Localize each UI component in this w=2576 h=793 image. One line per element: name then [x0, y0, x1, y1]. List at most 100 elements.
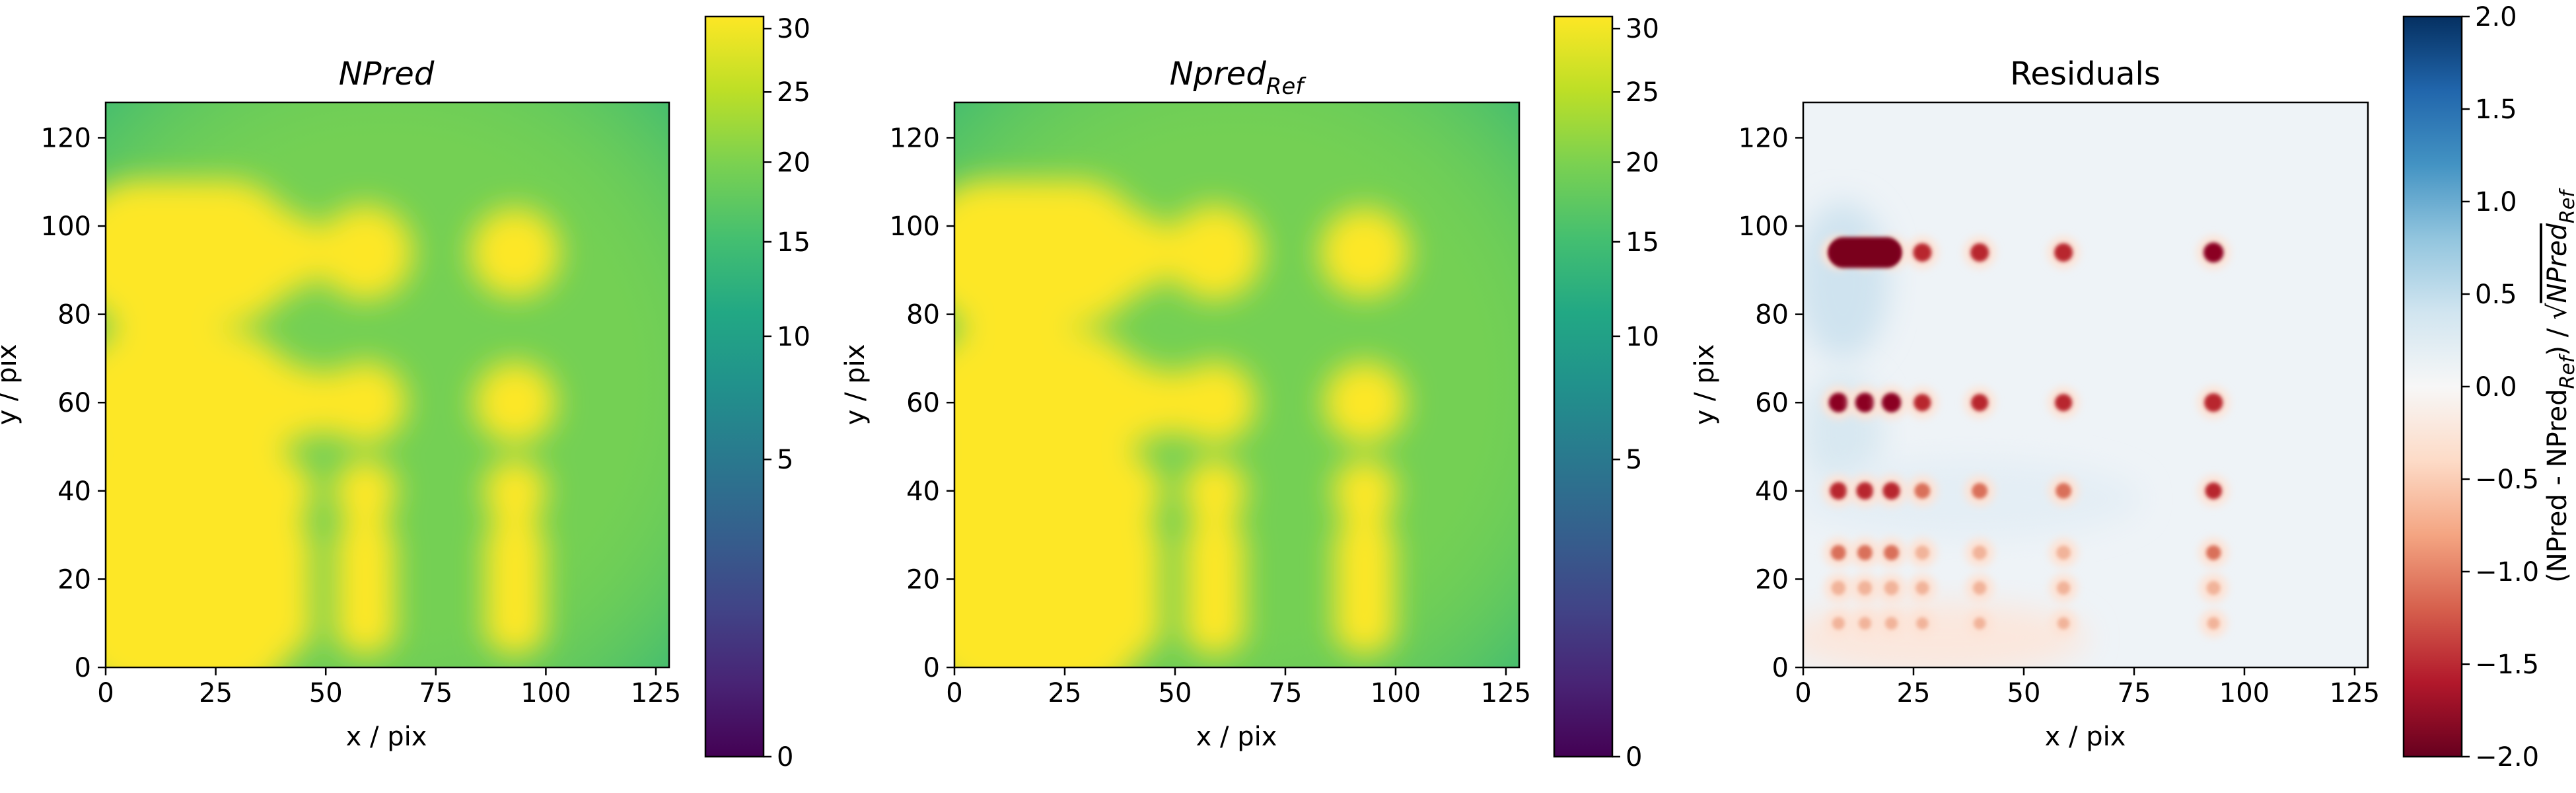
x-tick-label: 75 — [2118, 678, 2151, 708]
colorbar-tick-label: 15 — [1626, 227, 1659, 258]
residual-spot — [1973, 581, 1987, 595]
x-tick-label: 25 — [1897, 678, 1931, 708]
x-tick-label: 50 — [2007, 678, 2041, 708]
residual-spot — [2056, 545, 2071, 560]
plot-frame — [104, 101, 670, 669]
panel-title: NpredRef — [1170, 56, 1307, 100]
axes: 0 25 50 75 100 125 0 20 40 60 80 100 120 — [890, 123, 1532, 708]
plot-frame — [953, 101, 1521, 669]
residual-spot — [1858, 617, 1872, 630]
residual-spot — [2056, 482, 2072, 499]
residual-spot — [2205, 482, 2222, 500]
y-tick-label: 60 — [57, 388, 91, 418]
colorbar-ticks: 0 5 10 15 20 25 30 — [1612, 14, 1659, 773]
residual-spot — [1971, 394, 1989, 412]
colorbar-tick-label: 0 — [1626, 742, 1642, 773]
residual-spot — [1855, 393, 1875, 413]
residual-spot — [2054, 394, 2073, 412]
source-blob — [963, 226, 1211, 280]
panel-title: NPred — [339, 56, 435, 93]
colorbar-gradient — [2404, 17, 2462, 757]
residual-spot — [1915, 545, 1930, 560]
y-tick-label: 20 — [57, 564, 91, 595]
residual-spot — [2056, 581, 2071, 595]
residual-spot — [1883, 545, 1900, 560]
residual-spot — [1882, 482, 1900, 500]
source-blob — [114, 226, 361, 280]
y-tick-label: 40 — [906, 476, 940, 507]
y-axis-label: y / pix — [840, 344, 871, 426]
colorbar-gradient — [705, 17, 764, 757]
y-tick-label: 100 — [41, 211, 91, 242]
residual-spot — [1972, 545, 1987, 560]
residual-spot — [1832, 617, 1845, 630]
colorbar-ticks: 2.0 1.5 1.0 0.5 0.0 −0.5 −1.0 −1.5 −2.0 — [2462, 2, 2539, 773]
axes: 0 25 50 75 100 125 0 20 40 60 80 100 120 — [41, 123, 682, 708]
colorbar: 0 5 10 15 20 25 30 — [704, 14, 810, 773]
residual-spot — [1914, 394, 1931, 412]
y-tick-label: 40 — [57, 476, 91, 507]
heatmap-image — [954, 102, 1519, 667]
source-blob — [1342, 482, 1387, 646]
source-blob — [1320, 208, 1410, 298]
y-tick-label: 120 — [1738, 123, 1789, 153]
colorbar-tick-label: −2.0 — [2475, 742, 2539, 773]
plot-frame — [1802, 101, 2369, 669]
source-blob — [114, 371, 361, 434]
source-blob — [963, 226, 1069, 646]
x-tick-label: 100 — [1371, 678, 1421, 708]
source-blob — [1108, 482, 1153, 646]
x-tick-label: 0 — [1795, 678, 1811, 708]
residual-spot — [1972, 482, 1988, 499]
colorbar-tick-label: 15 — [777, 227, 810, 258]
residual-spot — [1830, 545, 1847, 560]
residual-spot — [2207, 617, 2220, 630]
panel-title: Residuals — [2010, 56, 2161, 93]
y-tick-label: 120 — [890, 123, 940, 153]
x-axis-label: x / pix — [2045, 722, 2126, 752]
x-tick-label: 100 — [520, 678, 571, 708]
x-tick-label: 25 — [1048, 678, 1082, 708]
colorbar-tick-label: −1.5 — [2475, 650, 2539, 680]
source-blob — [114, 226, 221, 646]
residual-spot — [1830, 237, 1900, 268]
y-tick-label: 80 — [57, 300, 91, 330]
residual-spot — [2204, 393, 2223, 412]
y-tick-label: 80 — [1755, 300, 1789, 330]
x-tick-label: 125 — [1481, 678, 1531, 708]
colorbar-tick-label: 2.0 — [2475, 2, 2517, 32]
residual-spot — [1884, 617, 1898, 630]
residual-spot — [2054, 243, 2073, 262]
colorbar-tick-label: 0.5 — [2475, 280, 2517, 310]
colorbar-gradient — [1554, 17, 1612, 757]
heatmap-image — [1803, 102, 2368, 667]
x-tick-label: 125 — [2330, 678, 2380, 708]
y-tick-label: 100 — [1738, 211, 1789, 242]
source-blob — [1324, 361, 1406, 444]
colorbar-label: (NPred - NPredRef) / √NPredRef — [2542, 188, 2576, 583]
residual-spot — [1970, 243, 1989, 262]
colorbar-tick-label: −1.0 — [2475, 557, 2539, 587]
residuals-panel: Residuals 0 25 50 75 100 125 0 20 40 60 80 100 120 x… — [1690, 2, 2576, 773]
colorbar-tick-label: 5 — [777, 445, 793, 475]
residual-spot — [2203, 242, 2224, 263]
colorbar: 2.0 1.5 1.0 0.5 0.0 −0.5 −1.0 −1.5 −2.0 (NPred -… — [2402, 2, 2576, 773]
residual-spot — [1913, 243, 1932, 262]
residual-spot — [1830, 482, 1847, 500]
y-axis-label: y / pix — [1690, 344, 1720, 426]
y-tick-label: 0 — [75, 653, 91, 683]
colorbar-tick-label: 25 — [1626, 77, 1659, 108]
axes: 0 25 50 75 100 125 0 20 40 60 80 100 120 — [1738, 123, 2380, 708]
colorbar: 0 5 10 15 20 25 30 — [1553, 14, 1659, 773]
colorbar-tick-label: 30 — [777, 14, 810, 44]
source-blob — [343, 482, 388, 646]
y-tick-label: 20 — [1755, 564, 1789, 595]
colorbar-tick-label: 30 — [1626, 14, 1659, 44]
source-blob — [493, 482, 538, 646]
colorbar-tick-label: 5 — [1626, 445, 1642, 475]
x-tick-label: 0 — [97, 678, 114, 708]
y-tick-label: 60 — [906, 388, 940, 418]
y-tick-label: 80 — [906, 300, 940, 330]
